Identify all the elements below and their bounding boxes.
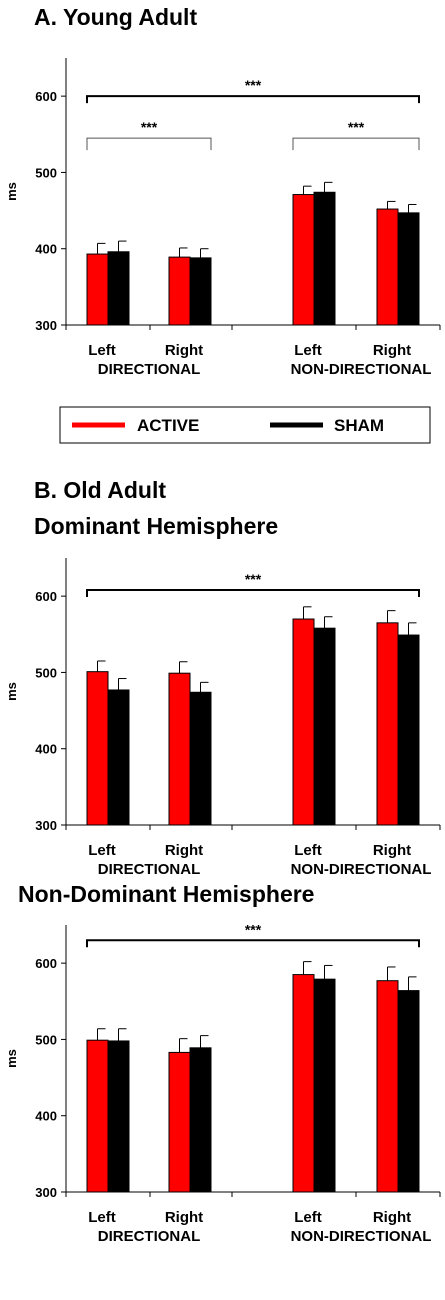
category-label: Left	[294, 342, 322, 359]
group-label: DIRECTIONAL	[98, 361, 201, 378]
category-label: Left	[88, 342, 116, 359]
y-tick-label: 300	[35, 1185, 57, 1200]
bar-active	[292, 194, 315, 326]
significance-bracket	[86, 95, 420, 104]
significance-bracket	[86, 939, 420, 948]
category-label: Right	[165, 842, 203, 859]
significance-bracket	[86, 589, 420, 598]
bar-active	[376, 208, 399, 326]
significance-label: ***	[245, 571, 262, 587]
significance-bracket	[86, 137, 212, 151]
y-tick-label: 400	[35, 1109, 57, 1124]
bar-sham	[107, 1040, 130, 1193]
y-axis-label: ms	[4, 182, 19, 201]
category-label: Right	[165, 342, 203, 359]
bar-active	[168, 1051, 191, 1193]
panel-b-title: B. Old Adult	[34, 477, 166, 503]
group-label: NON-DIRECTIONAL	[291, 861, 432, 878]
bar-active	[86, 1039, 109, 1193]
bar-sham	[313, 627, 336, 826]
category-label: Left	[88, 1209, 116, 1226]
y-tick-label: 300	[35, 818, 57, 833]
y-tick-label: 500	[35, 165, 57, 180]
bar-active	[168, 672, 191, 826]
chart-old-non-dominant: 300 400 500 600 ms Left Right Left Right DIRECTIO…	[4, 921, 441, 1245]
significance-label: ***	[141, 119, 158, 135]
significance-label: ***	[245, 77, 262, 93]
y-tick-label: 600	[35, 89, 57, 104]
category-label: Left	[294, 842, 322, 859]
bar-sham	[107, 689, 130, 826]
bar-sham	[189, 691, 212, 826]
bar-active	[86, 253, 109, 326]
significance-label: ***	[245, 921, 262, 937]
group-label: DIRECTIONAL	[98, 861, 201, 878]
bar-active	[376, 622, 399, 826]
group-label: DIRECTIONAL	[98, 1228, 201, 1245]
panel-b-subtitle: Dominant Hemisphere	[34, 513, 278, 539]
y-tick-label: 500	[35, 1032, 57, 1047]
bar-sham	[397, 212, 420, 326]
group-label: NON-DIRECTIONAL	[291, 361, 432, 378]
category-label: Right	[373, 842, 411, 859]
category-label: Right	[373, 1209, 411, 1226]
bar-sham	[397, 990, 420, 1193]
y-axis-label: ms	[4, 682, 19, 701]
category-label: Left	[294, 1209, 322, 1226]
chart-young-adult: 300 400 500 600 ms Left Right Left Right DIRECTIO…	[4, 58, 441, 378]
y-tick-label: 400	[35, 742, 57, 757]
bar-active	[86, 671, 109, 826]
panel-a-title: A. Young Adult	[34, 4, 197, 30]
bar-active	[376, 980, 399, 1193]
bar-sham	[397, 634, 420, 826]
y-tick-label: 400	[35, 242, 57, 257]
bar-sham	[189, 257, 212, 326]
y-tick-label: 500	[35, 665, 57, 680]
bar-active	[292, 974, 315, 1193]
bar-active	[168, 256, 191, 326]
category-label: Right	[373, 342, 411, 359]
category-label: Right	[165, 1209, 203, 1226]
bar-sham	[107, 251, 130, 326]
y-tick-label: 600	[35, 956, 57, 971]
chart-old-dominant: 300 400 500 600 ms Left Right Left Right DIRECTIO…	[4, 558, 441, 878]
bar-sham	[313, 191, 336, 326]
group-label: NON-DIRECTIONAL	[291, 1228, 432, 1245]
legend-label-active: ACTIVE	[137, 416, 199, 435]
y-axis-label: ms	[4, 1049, 19, 1068]
bar-active	[292, 618, 315, 826]
category-label: Left	[88, 842, 116, 859]
legend: ACTIVE SHAM	[59, 406, 431, 444]
legend-label-sham: SHAM	[334, 416, 384, 435]
y-tick-label: 600	[35, 589, 57, 604]
bar-sham	[189, 1047, 212, 1193]
significance-bracket	[292, 137, 420, 151]
y-tick-label: 300	[35, 318, 57, 333]
significance-label: ***	[348, 119, 365, 135]
bar-sham	[313, 978, 336, 1193]
panel-c-title: Non-Dominant Hemisphere	[18, 881, 314, 907]
